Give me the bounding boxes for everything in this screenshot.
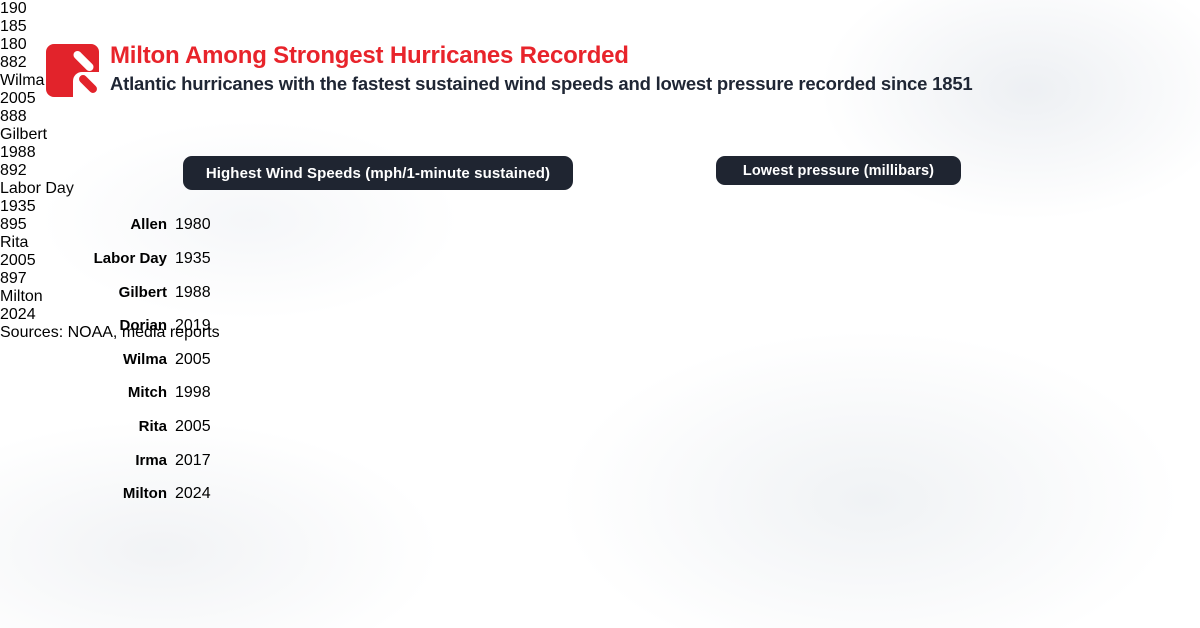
hurricane-year: 2005 xyxy=(0,252,36,269)
hurricane-year: 2005 xyxy=(0,90,36,107)
pressure-box: Wilma 2005 xyxy=(0,72,1200,108)
hurricane-name: Irma xyxy=(135,452,167,469)
wind-bar: 2005 xyxy=(175,418,211,436)
background-texture xyxy=(560,330,1180,628)
pressure-box: Labor Day 1935 xyxy=(0,180,1200,216)
hurricane-name: Milton xyxy=(0,288,43,305)
bar-year-label: 1935 xyxy=(175,249,211,267)
pressure-box-highlighted: Milton 2024 xyxy=(0,288,1200,324)
hurricane-name: Rita xyxy=(0,234,29,251)
bar-row-labor-day: Labor Day 1935 xyxy=(28,246,589,271)
hurricane-year: 2024 xyxy=(0,306,36,323)
bar-row-wilma: Wilma 2005 xyxy=(28,347,589,372)
brand-logo-icon xyxy=(46,44,100,98)
hurricane-name: Allen xyxy=(130,216,167,233)
hurricane-name: Wilma xyxy=(0,72,45,89)
pressure-item-labor-day: 892 Labor Day 1935 xyxy=(0,162,1200,216)
wind-bar: 1988 xyxy=(175,284,211,302)
sources-note: Sources: NOAA, media reports xyxy=(0,324,220,341)
bar-year-label: 2019 xyxy=(175,316,211,334)
hurricane-name: Gilbert xyxy=(118,284,167,301)
bar-row-gilbert: Gilbert 1988 xyxy=(28,280,589,305)
bar-year-label: 2024 xyxy=(175,484,211,502)
hurricane-name: Dorian xyxy=(119,317,167,334)
bar-year-label: 1998 xyxy=(175,383,211,401)
bar-row-allen: Allen 1980 xyxy=(28,212,589,237)
hurricane-name: Wilma xyxy=(122,351,167,368)
pressure-value: 892 xyxy=(0,162,27,179)
hurricane-name: Mitch xyxy=(127,384,167,401)
pressure-value: 897 xyxy=(0,270,27,287)
page-title: Milton Among Strongest Hurricanes Record… xyxy=(110,42,629,69)
bar-year-label: 1980 xyxy=(175,215,211,233)
page-subtitle: Atlantic hurricanes with the fastest sus… xyxy=(110,73,973,94)
pressure-box: Rita 2005 xyxy=(0,234,1200,270)
pressure-box: Gilbert 1988 xyxy=(0,126,1200,162)
hurricane-year: 1988 xyxy=(0,144,36,161)
wind-bar: 1935 xyxy=(175,250,211,268)
pressure-value: 888 xyxy=(0,108,27,125)
pressure-value: 882 xyxy=(0,54,27,71)
pressure-item-gilbert: 888 Gilbert 1988 xyxy=(0,108,1200,162)
pressure-chart-header: Lowest pressure (millibars) xyxy=(716,156,961,185)
bar-row-irma: Irma 2017 xyxy=(28,448,589,473)
bar-row-dorian: Dorian 2019 xyxy=(28,313,589,338)
bar-year-label: 2005 xyxy=(175,350,211,368)
pressure-item-wilma: 882 Wilma 2005 xyxy=(0,54,1200,108)
wind-bar: 2019 xyxy=(175,317,211,335)
hurricane-name: Labor Day xyxy=(93,250,167,267)
hurricane-name: Milton xyxy=(122,485,167,502)
bar-year-label: 1988 xyxy=(175,283,211,301)
bar-row-rita: Rita 2005 xyxy=(28,414,589,439)
wind-value-185: 185 xyxy=(0,18,27,35)
wind-bar: 2017 xyxy=(175,452,211,470)
hurricane-year: 1935 xyxy=(0,198,36,215)
bar-row-milton: Milton 2024 xyxy=(28,481,589,506)
pressure-value: 895 xyxy=(0,216,27,233)
bar-year-label: 2017 xyxy=(175,451,211,469)
bar-year-label: 2005 xyxy=(175,417,211,435)
wind-bar-highlighted: 2024 xyxy=(175,485,211,503)
hurricane-name: Rita xyxy=(138,418,167,435)
wind-value-180: 180 xyxy=(0,36,27,53)
hurricane-name: Gilbert xyxy=(0,126,48,143)
wind-bar: 2005 xyxy=(175,351,211,369)
wind-bar: 1980 xyxy=(175,216,211,234)
bar-row-mitch: Mitch 1998 xyxy=(28,380,589,405)
hurricane-name: Labor Day xyxy=(0,180,74,197)
pressure-item-milton: 897 Milton 2024 xyxy=(0,270,1200,324)
pressure-item-rita: 895 Rita 2005 xyxy=(0,216,1200,270)
wind-chart-header: Highest Wind Speeds (mph/1-minute sustai… xyxy=(183,156,573,190)
wind-value-190: 190 xyxy=(0,0,27,17)
wind-bar: 1998 xyxy=(175,384,211,402)
